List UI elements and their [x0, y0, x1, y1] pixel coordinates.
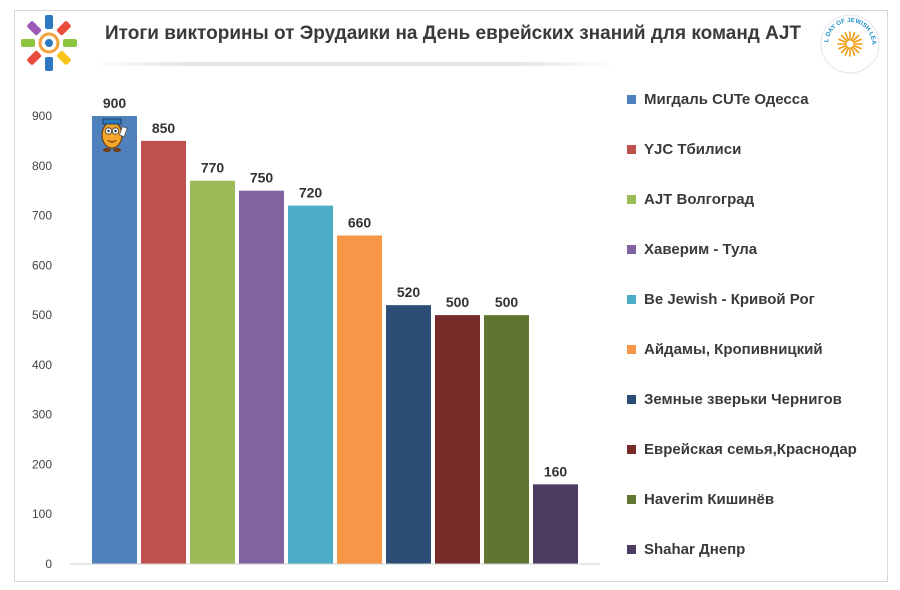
y-axis: 0 100 200 300 400 500 600 700 800 900: [32, 109, 52, 571]
legend-label: Haverim Кишинёв: [644, 490, 775, 508]
y-tick-label: 800: [32, 159, 52, 173]
legend-label: Shahar Днепр: [644, 540, 746, 558]
legend-label: Айдамы, Кропивницкий: [644, 340, 823, 358]
bar: [239, 190, 284, 564]
data-labels-group: 900 850 770 750 720 660 520 500 500 160: [103, 95, 568, 479]
y-tick-label: 500: [32, 308, 52, 322]
legend-item: Еврейская семья,Краснодар: [627, 437, 857, 461]
bar-value-label: 900: [103, 95, 127, 111]
bar-value-label: 850: [152, 120, 176, 136]
bar-value-label: 500: [446, 294, 470, 310]
title-divider: [90, 62, 615, 66]
y-tick-label: 700: [32, 209, 52, 223]
legend-swatch: [627, 444, 636, 454]
legend-item: Земные зверьки Чернигов: [627, 387, 842, 411]
y-tick-label: 200: [32, 457, 52, 471]
y-tick-label: 400: [32, 358, 52, 372]
bar-value-label: 520: [397, 284, 421, 300]
bar-value-label: 500: [495, 294, 519, 310]
legend-label: Хаверим - Тула: [644, 240, 758, 258]
bar: [337, 235, 382, 564]
legend-swatch: [627, 144, 636, 154]
y-tick-label: 600: [32, 258, 52, 272]
legend-label: YJC Тбилиси: [644, 140, 742, 158]
legend-item: AJT Волгоград: [627, 187, 754, 211]
quiz-logo-icon: [18, 12, 80, 74]
legend-swatch: [627, 544, 636, 554]
bar: [484, 315, 529, 564]
legend-swatch: [627, 294, 636, 304]
bar: [288, 205, 333, 564]
legend-swatch: [627, 244, 636, 254]
bar-value-label: 770: [201, 160, 225, 176]
y-tick-label: 900: [32, 109, 52, 123]
bar: [435, 315, 480, 564]
bar: [141, 140, 186, 564]
legend-label: Земные зверьки Чернигов: [644, 390, 842, 408]
y-tick-label: 100: [32, 507, 52, 521]
chart-title: Итоги викторины от Эрудаики на День евре…: [105, 23, 802, 44]
bar: [92, 116, 137, 564]
bar-value-label: 660: [348, 214, 372, 230]
legend-label: Мигдаль CUTe Одесса: [644, 90, 809, 108]
bar: [190, 180, 235, 564]
legend-item: Be Jewish - Кривой Рог: [627, 287, 815, 311]
legend-swatch: [627, 394, 636, 404]
legend-item: Мигдаль CUTe Одесса: [627, 87, 809, 111]
legend-label: Еврейская семья,Краснодар: [644, 440, 857, 458]
y-tick-label: 0: [45, 557, 52, 571]
legend-swatch: [627, 344, 636, 354]
legend-item: Хаверим - Тула: [627, 237, 757, 261]
global-day-of-jewish-learning-logo-icon: GLOBAL DAY OF JEWISH LEARNING: [816, 7, 882, 76]
bar: [386, 305, 431, 564]
legend-swatch: [627, 94, 636, 104]
legend-item: Айдамы, Кропивницкий: [627, 337, 823, 361]
bar-value-label: 750: [250, 170, 274, 186]
legend-swatch: [627, 494, 636, 504]
legend-label: AJT Волгоград: [644, 190, 755, 208]
legend-swatch: [627, 194, 636, 204]
mascot-icon: [101, 118, 128, 152]
legend-item: YJC Тбилиси: [627, 137, 741, 161]
legend-item: Shahar Днепр: [627, 537, 745, 561]
legend-item: Haverim Кишинёв: [627, 487, 774, 511]
legend-label: Be Jewish - Кривой Рог: [644, 290, 815, 308]
bar-value-label: 720: [299, 185, 323, 201]
bar: [533, 484, 578, 564]
y-tick-label: 300: [32, 408, 52, 422]
bar-value-label: 160: [544, 463, 568, 479]
bars-group: [92, 116, 578, 564]
